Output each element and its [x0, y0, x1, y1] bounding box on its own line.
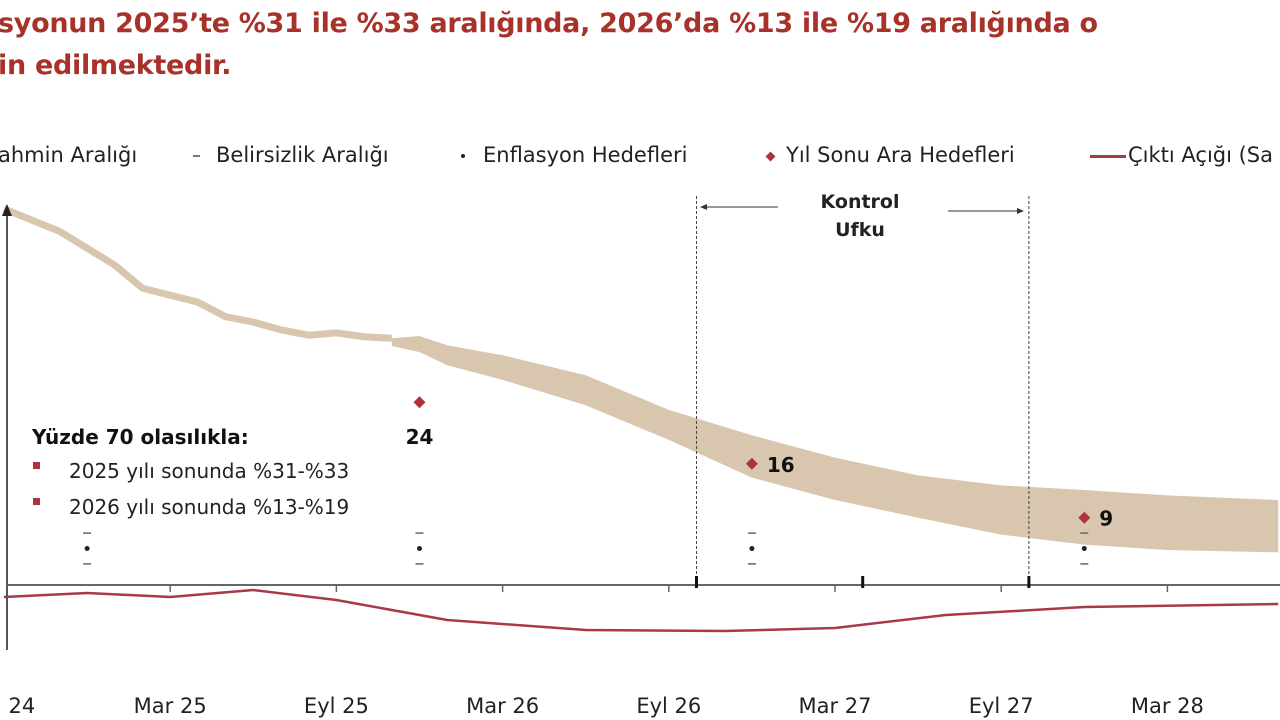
- right-arrowhead-icon: [1017, 208, 1024, 214]
- inflation-target-dot: [749, 546, 755, 551]
- x-tick-label: Mar 26: [466, 694, 539, 718]
- x-tick-label: l 24: [0, 694, 35, 718]
- inflation-target-dot: [417, 546, 422, 551]
- x-tick-label: Eyl 27: [969, 694, 1034, 718]
- x-tick-label: Mar 28: [1131, 694, 1204, 718]
- legend-label: Belirsizlik Aralığı: [216, 143, 389, 167]
- control-horizon-label-2: Ufku: [835, 219, 885, 241]
- legend-label: Enflasyon Hedefleri: [483, 143, 688, 167]
- x-tick-label: Mar 25: [134, 694, 207, 718]
- legend-forecast-range: ahmin Aralığı: [0, 143, 137, 167]
- interim-target-diamond: [1078, 511, 1091, 524]
- dot-marker-icon: [461, 154, 465, 158]
- bullet-icon: [33, 462, 40, 469]
- x-tick-label: Eyl 25: [304, 694, 369, 718]
- dash-marker-icon: [193, 155, 200, 157]
- y-axis-arrow-icon: [2, 204, 12, 216]
- legend-output-gap: Çıktı Açığı (Sa: [1090, 143, 1273, 167]
- legend-label: ahmin Aralığı: [0, 143, 138, 167]
- annotation-item-2026: 2026 yılı sonunda %13-%19: [69, 495, 349, 519]
- line-marker-icon: [1090, 154, 1126, 158]
- forecast-band: [391, 335, 1279, 553]
- interim-target-diamond: [745, 457, 758, 470]
- legend-label: Çıktı Açığı (Sa: [1128, 143, 1274, 167]
- interim-target-label: 9: [1099, 507, 1113, 531]
- legend-interim-targets: Yıl Sonu Ara Hedefleri: [765, 143, 1015, 167]
- x-tick-label: Eyl 26: [636, 694, 701, 718]
- left-arrowhead-icon: [700, 204, 707, 210]
- output-gap-line: [3, 588, 1279, 633]
- chart-title-line2: in edilmektedir.: [0, 50, 232, 81]
- chart-title-line1: syonun 2025’te %31 ile %33 aralığında, 2…: [0, 8, 1098, 39]
- legend-inflation-targets: Enflasyon Hedefleri: [461, 143, 687, 167]
- control-horizon-label-1: Kontrol: [821, 191, 900, 213]
- interim-target-label: 24: [406, 425, 434, 449]
- inflation-target-dot: [84, 546, 90, 551]
- realized-inflation-line: [2, 205, 392, 342]
- x-tick-label: Mar 27: [798, 694, 871, 718]
- legend-uncertainty-range: Belirsizlik Aralığı: [193, 143, 389, 167]
- bullet-icon: [33, 498, 40, 505]
- interim-target-label: 16: [767, 453, 795, 477]
- inflation-target-dot: [1081, 546, 1087, 551]
- interim-target-diamond: [413, 396, 426, 409]
- legend-label: Yıl Sonu Ara Hedefleri: [786, 143, 1015, 167]
- annotation-heading: Yüzde 70 olasılıkla:: [31, 425, 249, 449]
- annotation-item-2025: 2025 yılı sonunda %31-%33: [69, 459, 349, 483]
